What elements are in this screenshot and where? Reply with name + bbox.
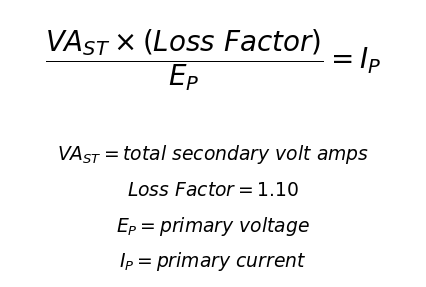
Text: $I_P = primary\ current$: $I_P = primary\ current$	[119, 251, 307, 274]
Text: $E_P = primary\ voltage$: $E_P = primary\ voltage$	[116, 215, 310, 238]
Text: $\dfrac{VA_{ST} \times (Loss\ Factor)}{E_P} = I_P$: $\dfrac{VA_{ST} \times (Loss\ Factor)}{E…	[45, 28, 381, 94]
Text: $VA_{ST} = total\ secondary\ volt\ amps$: $VA_{ST} = total\ secondary\ volt\ amps$	[57, 143, 369, 166]
Text: $Loss\ Factor = 1.10$: $Loss\ Factor = 1.10$	[127, 181, 299, 200]
